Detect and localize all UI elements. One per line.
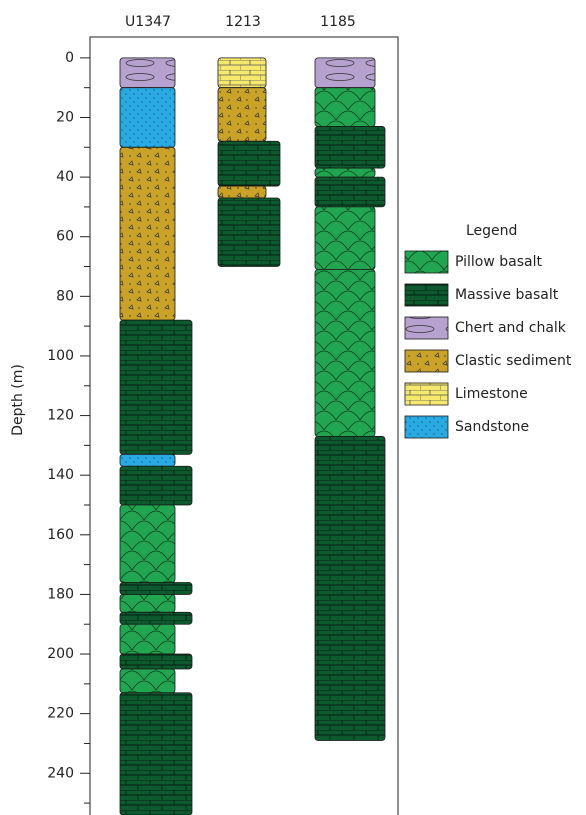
layer-texture xyxy=(120,454,175,466)
legend-label: Pillow basalt xyxy=(455,254,542,270)
y-tick-label: 100 xyxy=(47,348,74,364)
layer-texture xyxy=(218,186,266,198)
legend-label: Sandstone xyxy=(455,419,529,435)
y-tick-label: 180 xyxy=(47,586,74,602)
legend-label: Chert and chalk xyxy=(455,320,567,336)
layer-texture xyxy=(315,436,385,740)
layer-texture xyxy=(120,624,175,654)
legend-label: Limestone xyxy=(455,386,528,402)
y-tick-label: 140 xyxy=(47,467,74,483)
y-tick-label: 120 xyxy=(47,408,74,424)
layer-texture xyxy=(120,654,192,669)
layer-texture xyxy=(218,141,280,186)
y-tick-label: 160 xyxy=(47,527,74,543)
layer-texture xyxy=(120,58,175,88)
layer-texture xyxy=(218,58,266,88)
layer-texture xyxy=(120,88,175,148)
legend-label: Clastic sediment xyxy=(455,353,572,369)
layer-texture xyxy=(120,147,175,320)
layer-texture xyxy=(120,320,192,454)
layer-texture xyxy=(120,466,192,505)
layer-texture xyxy=(120,693,192,815)
layer-texture xyxy=(120,582,192,594)
legend-swatch-texture xyxy=(405,284,448,306)
layer-texture xyxy=(315,58,375,88)
layer-texture xyxy=(315,168,375,177)
y-tick-label: 80 xyxy=(56,288,74,304)
y-axis-label: Depth (m) xyxy=(10,364,26,436)
y-tick-label: 0 xyxy=(65,50,74,66)
layer-texture xyxy=(120,505,175,583)
column-label: 1185 xyxy=(320,14,356,30)
legend-title: Legend xyxy=(466,223,517,239)
legend-swatch-texture xyxy=(405,251,448,273)
y-tick-label: 220 xyxy=(47,706,74,722)
layer-texture xyxy=(120,669,175,693)
column-label: U1347 xyxy=(125,14,171,30)
column-label: 1213 xyxy=(225,14,261,30)
layer-texture xyxy=(120,594,175,612)
y-tick-label: 40 xyxy=(56,169,74,185)
legend-label: Massive basalt xyxy=(455,287,559,303)
y-tick-label: 20 xyxy=(56,109,74,125)
layer-texture xyxy=(315,270,375,437)
layer-texture xyxy=(315,88,375,127)
y-tick-label: 240 xyxy=(47,765,74,781)
layer-texture xyxy=(315,126,385,168)
legend-swatch-texture xyxy=(405,416,448,438)
legend-swatch-texture xyxy=(405,383,448,405)
y-tick-label: 200 xyxy=(47,646,74,662)
layer-texture xyxy=(315,177,385,207)
chart: Depth (m) Legend 0 20 40 60 80 100 120 140 160 18… xyxy=(0,0,586,815)
layer-texture xyxy=(315,207,375,270)
legend-swatch-texture xyxy=(405,317,448,339)
layer-texture xyxy=(218,198,280,267)
layer-texture xyxy=(120,612,192,624)
layer-texture xyxy=(218,88,266,142)
y-tick-label: 60 xyxy=(56,229,74,245)
legend-swatch-texture xyxy=(405,350,448,372)
